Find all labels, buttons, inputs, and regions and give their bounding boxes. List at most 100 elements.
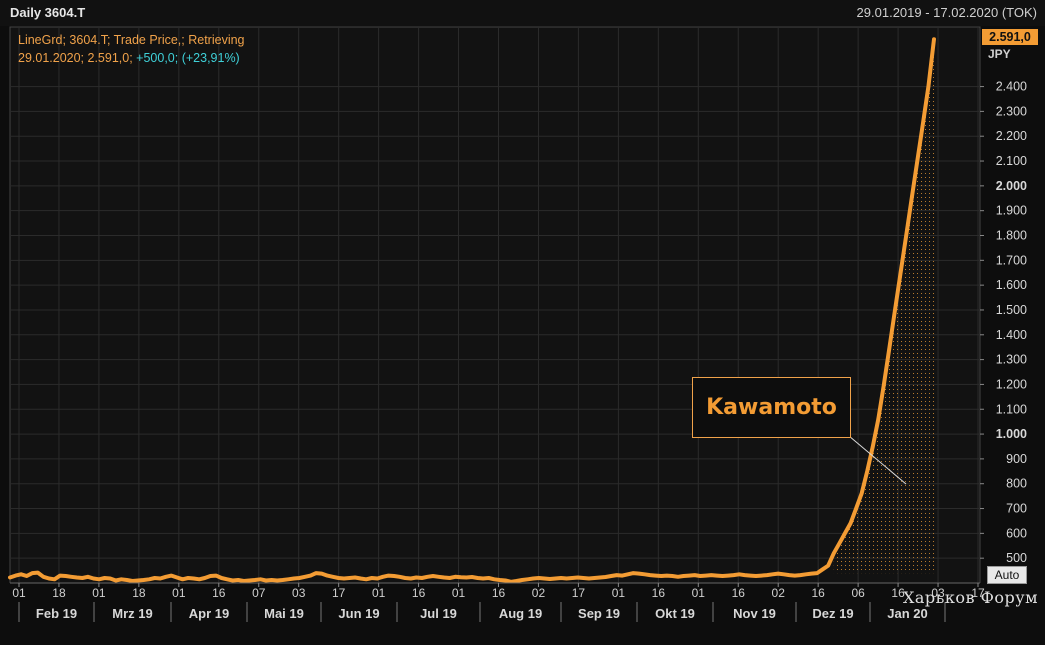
legend-value-line: 29.01.2020; 2.591,0; +500,0; (+23,91%)	[18, 49, 245, 67]
auto-scale-button[interactable]: Auto	[987, 566, 1027, 584]
y-tick-label: 2.000	[996, 179, 1027, 193]
price-point	[642, 572, 647, 576]
price-point	[392, 574, 396, 578]
price-point	[342, 576, 346, 581]
price-point	[242, 579, 246, 583]
x-month-label: Jun 19	[338, 606, 379, 621]
price-point	[815, 571, 819, 575]
y-tick-label: 2.400	[996, 80, 1027, 94]
x-day-label: 16	[212, 586, 226, 600]
y-tick-label: 1.300	[996, 353, 1027, 367]
kawamoto-callout: Kawamoto	[692, 377, 851, 438]
price-point	[297, 576, 302, 580]
price-point	[314, 571, 318, 575]
price-point	[737, 572, 741, 576]
price-point	[359, 576, 363, 581]
price-point	[19, 572, 23, 576]
y-tick-label: 1.500	[996, 303, 1027, 317]
price-point	[203, 576, 207, 580]
price-point	[47, 576, 51, 581]
price-point	[631, 571, 636, 575]
price-point	[821, 567, 825, 571]
price-point	[353, 575, 357, 580]
x-day-label: 16	[732, 586, 746, 600]
price-point	[286, 577, 290, 581]
price-point	[848, 521, 853, 526]
price-point	[370, 576, 374, 580]
price-point	[759, 573, 764, 578]
price-point	[398, 575, 402, 579]
price-point	[932, 37, 936, 41]
x-day-label: 01	[452, 586, 466, 600]
price-point	[375, 576, 379, 581]
price-point	[542, 576, 546, 581]
price-point	[364, 577, 368, 581]
x-month-label: Sep 19	[578, 606, 620, 621]
chart-title: Daily 3604.T	[10, 5, 86, 20]
price-point	[659, 574, 663, 578]
price-point	[80, 576, 84, 580]
price-point	[403, 576, 407, 580]
y-tick-label: 600	[1006, 526, 1027, 540]
price-point	[715, 573, 719, 578]
rally-hatch-fill	[833, 39, 934, 574]
price-point	[665, 573, 669, 578]
x-month-label: Nov 19	[733, 606, 776, 621]
price-point	[598, 575, 602, 580]
y-tick-label: 700	[1006, 502, 1027, 516]
price-point	[481, 576, 485, 581]
price-point	[320, 571, 324, 576]
price-point	[119, 577, 123, 581]
price-point	[425, 575, 430, 579]
y-tick-label: 1.100	[996, 402, 1027, 416]
price-point	[676, 575, 680, 579]
price-point	[704, 573, 708, 578]
price-point	[570, 576, 574, 580]
x-day-label: 18	[132, 586, 146, 600]
price-point	[147, 577, 151, 581]
price-point	[826, 564, 830, 568]
price-point	[281, 578, 285, 582]
y-tick-label: 2.100	[996, 154, 1027, 168]
x-month-label: Mrz 19	[112, 606, 152, 621]
price-point	[236, 578, 240, 582]
price-point	[576, 575, 580, 580]
price-point	[464, 575, 469, 580]
price-point	[86, 575, 90, 579]
price-point	[587, 576, 591, 581]
x-day-label: 01	[612, 586, 626, 600]
price-point	[798, 573, 803, 577]
price-point	[592, 576, 597, 580]
price-point	[765, 573, 769, 577]
y-tick-label: 1.400	[996, 328, 1027, 342]
price-point	[910, 196, 914, 200]
price-point	[726, 573, 730, 578]
y-tick-label: 800	[1006, 477, 1027, 491]
price-point	[921, 122, 925, 126]
price-point	[531, 576, 535, 581]
price-point	[69, 575, 73, 579]
x-day-label: 03	[931, 586, 945, 600]
price-point	[887, 345, 892, 349]
price-point	[470, 575, 474, 579]
price-point	[698, 574, 702, 578]
y-tick-label: 2.200	[996, 129, 1027, 143]
price-point	[804, 572, 808, 576]
price-point	[693, 573, 697, 577]
price-point	[565, 576, 569, 581]
price-point	[648, 573, 652, 577]
y-tick-label: 1.800	[996, 229, 1027, 243]
price-point	[475, 576, 480, 580]
price-point	[453, 575, 457, 579]
price-point	[782, 572, 786, 576]
x-day-label: 17	[332, 586, 346, 600]
price-point	[247, 578, 251, 583]
price-point	[581, 576, 585, 580]
x-day-label: 01	[12, 586, 26, 600]
x-month-label: Okt 19	[655, 606, 695, 621]
price-point	[175, 575, 179, 580]
x-day-label: 07	[252, 586, 266, 600]
x-axis-band	[0, 583, 1045, 645]
price-point	[36, 570, 40, 575]
